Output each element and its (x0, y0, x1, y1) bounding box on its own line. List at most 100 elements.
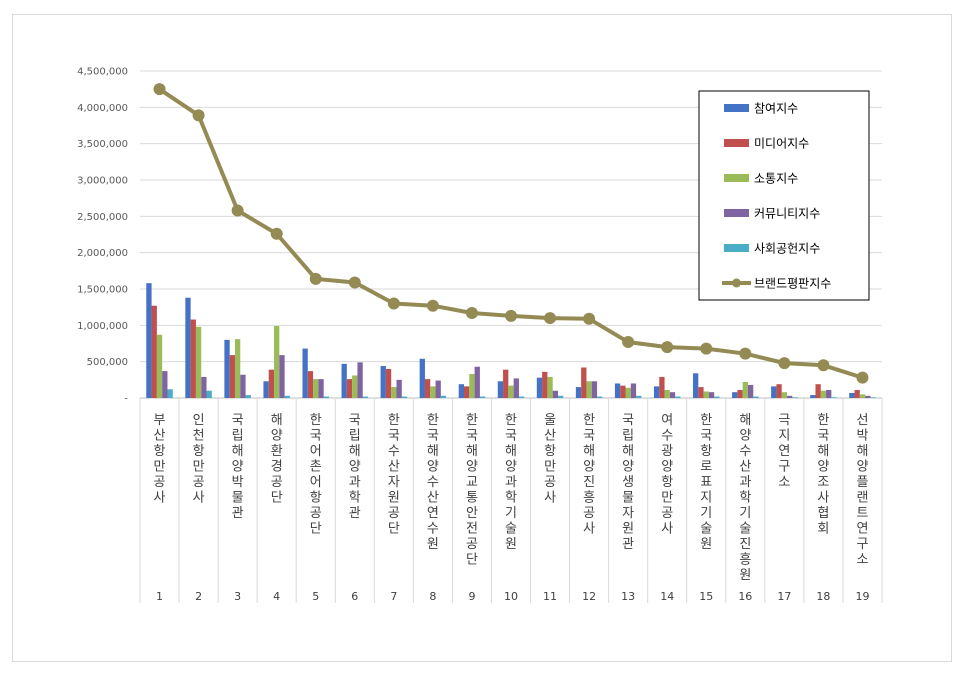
bar-소통지수 (742, 382, 748, 398)
bar-참여지수 (653, 386, 660, 398)
legend-label: 커뮤니티지수 (754, 207, 820, 221)
legend-swatch (724, 244, 749, 252)
legend-swatch (724, 104, 749, 112)
bar-커뮤니티지수 (396, 379, 402, 398)
line-point (700, 342, 713, 355)
category-rank: 7 (390, 590, 397, 603)
bar-소통지수 (547, 376, 553, 398)
bar-커뮤니티지수 (240, 374, 246, 398)
legend-swatch (724, 139, 749, 147)
line-series (153, 83, 869, 384)
bar-사회공헌지수 (167, 389, 173, 398)
bar-미디어지수 (737, 390, 743, 398)
bar-미디어지수 (503, 369, 509, 398)
legend-box (698, 90, 870, 301)
bar-미디어지수 (268, 369, 275, 398)
bar-참여지수 (263, 381, 269, 398)
line-point (426, 299, 439, 312)
bar-미디어지수 (424, 379, 431, 398)
legend-label: 브랜드평판지수 (754, 277, 831, 291)
bar-참여지수 (419, 358, 425, 398)
category-rank: 19 (855, 590, 869, 603)
category-rank: 18 (816, 590, 830, 603)
bar-참여지수 (380, 366, 386, 398)
category-rank: 5 (312, 590, 319, 603)
bar-사회공헌지수 (558, 395, 564, 398)
bar-미디어지수 (659, 376, 665, 398)
y-tick-label: 2,500,000 (77, 212, 128, 223)
bar-사회공헌지수 (597, 396, 603, 398)
bar-커뮤니티지수 (474, 366, 480, 398)
line-point (505, 309, 517, 322)
bar-사회공헌지수 (323, 396, 329, 398)
y-tick-label: - (124, 394, 128, 405)
bar-커뮤니티지수 (669, 392, 676, 398)
bar-미디어지수 (463, 386, 470, 398)
category-rank: 14 (660, 590, 674, 603)
category-rank: 12 (582, 590, 596, 603)
bar-소통지수 (234, 339, 241, 398)
line-point (739, 347, 752, 360)
bar-미디어지수 (854, 390, 860, 398)
line-point (270, 227, 283, 240)
category-rank: 17 (777, 590, 791, 603)
bar-참여지수 (185, 297, 191, 398)
category-rank: 8 (429, 590, 436, 603)
bar-참여지수 (614, 383, 621, 398)
y-tick-label: 3,500,000 (77, 139, 128, 150)
y-tick-label: 4,000,000 (77, 103, 128, 114)
bar-커뮤니티지수 (826, 390, 832, 398)
bar-참여지수 (536, 377, 543, 398)
bar-소통지수 (195, 326, 202, 398)
bar-소통지수 (664, 390, 670, 398)
bar-참여지수 (224, 339, 230, 398)
y-axis-tick-labels: - 500,000 1,000,000 1,500,000 2,000,000 2,500… (77, 67, 128, 405)
bar-소통지수 (313, 379, 319, 398)
bar-미디어지수 (776, 384, 782, 398)
bar-사회공헌지수 (362, 396, 369, 398)
bar-참여지수 (458, 384, 464, 398)
legend-label: 사회공헌지수 (754, 242, 820, 256)
bar-소통지수 (859, 394, 866, 398)
bar-미디어지수 (307, 371, 314, 398)
category-rank: 4 (273, 590, 280, 603)
bar-참여지수 (732, 392, 738, 398)
category-rank: 16 (738, 590, 752, 603)
legend-label: 소통지수 (754, 172, 798, 186)
legend-swatch (724, 209, 749, 217)
bar-참여지수 (146, 283, 152, 398)
bar-참여지수 (575, 387, 582, 398)
bar-소통지수 (820, 390, 827, 398)
y-tick-label: 2,000,000 (77, 248, 128, 259)
legend-label: 미디어지수 (754, 137, 809, 151)
bar-커뮤니티지수 (318, 379, 324, 398)
bar-참여지수 (497, 381, 504, 398)
bar-참여지수 (693, 373, 699, 398)
bar-소통지수 (586, 381, 592, 398)
bar-소통지수 (391, 387, 397, 398)
category-rank: 10 (504, 590, 518, 603)
bar-사회공헌지수 (518, 396, 525, 398)
bar-커뮤니티지수 (435, 380, 441, 398)
y-tick-label: 1,500,000 (77, 285, 128, 296)
line-point (583, 312, 596, 325)
line-point (622, 336, 635, 349)
bar-미디어지수 (581, 367, 587, 398)
category-rank: 11 (543, 590, 557, 603)
legend-marker (732, 278, 741, 288)
bar-참여지수 (849, 392, 855, 398)
bar-커뮤니티지수 (630, 383, 637, 398)
bar-소통지수 (625, 387, 631, 398)
bar-미디어지수 (385, 368, 392, 398)
bar-미디어지수 (698, 387, 704, 398)
